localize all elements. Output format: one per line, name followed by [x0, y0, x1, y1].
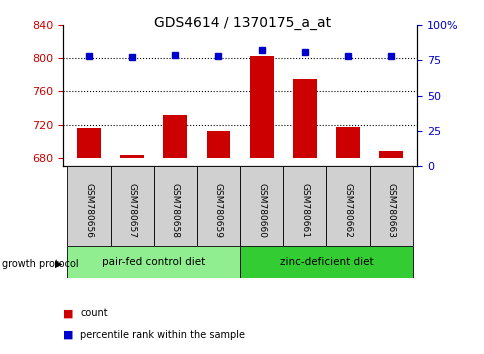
Text: percentile rank within the sample: percentile rank within the sample	[80, 330, 244, 339]
Bar	[153, 166, 197, 246]
Text: GSM780662: GSM780662	[343, 183, 352, 238]
Bar	[67, 166, 110, 246]
Text: ■: ■	[63, 308, 74, 318]
Bar	[292, 79, 316, 158]
Bar	[110, 166, 153, 246]
Bar	[163, 115, 187, 158]
Text: GSM780661: GSM780661	[300, 183, 309, 238]
Bar	[77, 128, 101, 158]
Text: growth protocol: growth protocol	[2, 259, 79, 269]
Text: GSM780660: GSM780660	[257, 183, 266, 238]
Bar	[240, 246, 412, 278]
Bar	[67, 246, 240, 278]
Text: GSM780663: GSM780663	[386, 183, 395, 238]
Bar	[197, 166, 240, 246]
Bar	[206, 131, 230, 158]
Text: ■: ■	[63, 330, 74, 339]
Text: GSM780659: GSM780659	[213, 183, 223, 238]
Text: GDS4614 / 1370175_a_at: GDS4614 / 1370175_a_at	[153, 16, 331, 30]
Text: GSM780658: GSM780658	[170, 183, 180, 238]
Bar	[120, 155, 144, 158]
Bar	[378, 152, 402, 158]
Bar	[369, 166, 412, 246]
Bar	[326, 166, 369, 246]
Text: ▶: ▶	[55, 259, 63, 269]
Text: GSM780656: GSM780656	[84, 183, 93, 238]
Bar	[283, 166, 326, 246]
Text: GSM780657: GSM780657	[127, 183, 136, 238]
Bar	[335, 127, 359, 158]
Text: pair-fed control diet: pair-fed control diet	[102, 257, 205, 267]
Bar	[249, 56, 273, 158]
Bar	[240, 166, 283, 246]
Text: count: count	[80, 308, 107, 318]
Text: zinc-deficient diet: zinc-deficient diet	[279, 257, 373, 267]
